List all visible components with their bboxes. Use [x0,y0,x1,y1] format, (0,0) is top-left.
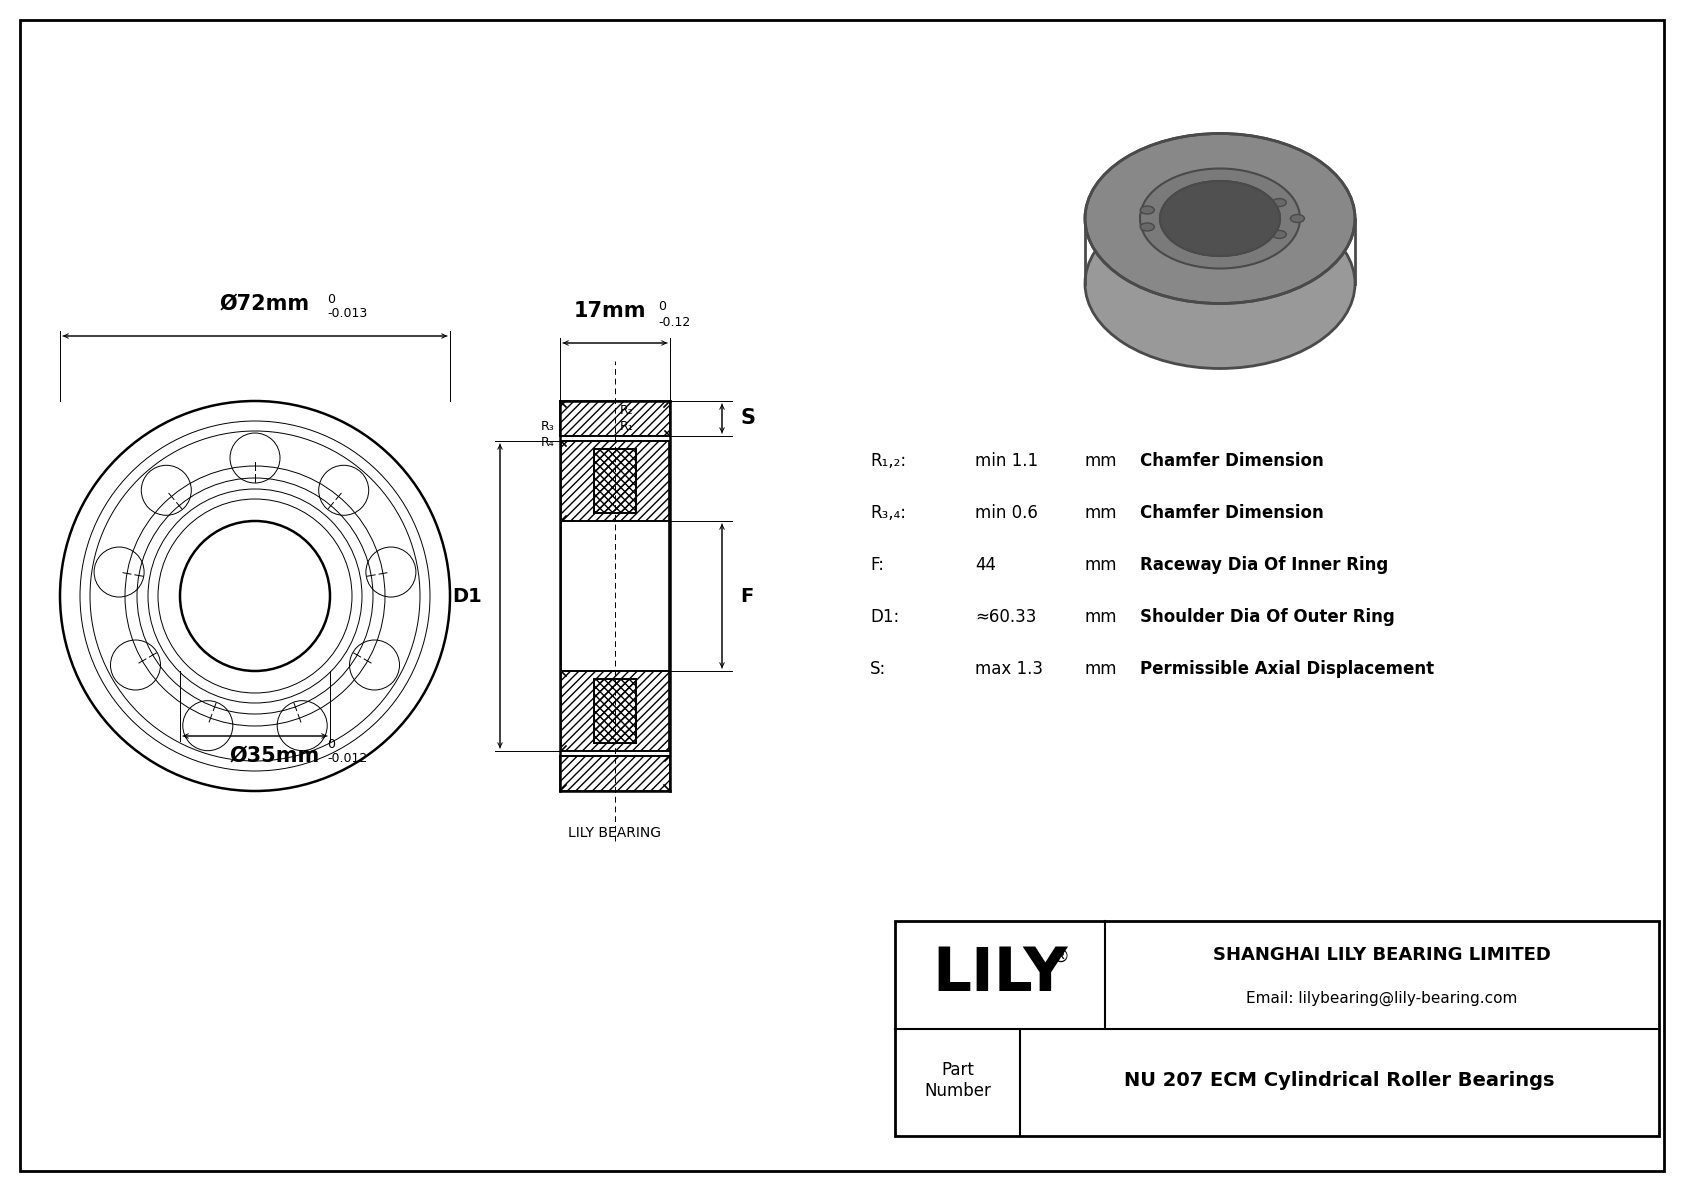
Text: R₁: R₁ [620,419,633,432]
Text: mm: mm [1084,556,1118,574]
Bar [561,441,669,520]
Text: Permissible Axial Displacement: Permissible Axial Displacement [1140,660,1435,678]
Text: R₄: R₄ [541,436,556,449]
Bar [894,921,1659,1136]
Bar [594,449,637,513]
Text: -0.12: -0.12 [658,316,690,329]
Text: S: S [739,409,754,429]
Text: Ø35mm: Ø35mm [231,746,320,766]
Text: mm: mm [1084,453,1118,470]
Ellipse shape [1174,193,1189,201]
Text: mm: mm [1084,660,1118,678]
Text: R₂: R₂ [620,404,633,417]
Text: min 1.1: min 1.1 [975,453,1037,470]
Text: LILY: LILY [933,946,1068,1004]
Text: ®: ® [1052,948,1069,966]
Text: Ø72mm: Ø72mm [221,294,310,314]
Ellipse shape [1160,181,1280,256]
Text: Shoulder Dia Of Outer Ring: Shoulder Dia Of Outer Ring [1140,607,1394,626]
Text: mm: mm [1084,504,1118,522]
Text: F: F [739,586,753,605]
Text: R₃: R₃ [541,419,556,432]
Ellipse shape [1140,223,1154,231]
Text: ≈60.33: ≈60.33 [975,607,1036,626]
Text: NU 207 ECM Cylindrical Roller Bearings: NU 207 ECM Cylindrical Roller Bearings [1125,1071,1554,1090]
Text: min 0.6: min 0.6 [975,504,1037,522]
Bar [561,671,669,752]
Ellipse shape [1226,191,1241,198]
Text: Chamfer Dimension: Chamfer Dimension [1140,453,1324,470]
Text: D1:: D1: [871,607,899,626]
Text: 17mm: 17mm [574,301,647,322]
Bar [561,401,670,436]
Text: LILY BEARING: LILY BEARING [569,827,662,840]
Ellipse shape [1273,230,1287,238]
Text: mm: mm [1084,607,1118,626]
Text: F:: F: [871,556,884,574]
Text: 0: 0 [658,300,665,313]
Text: R₃,₄:: R₃,₄: [871,504,906,522]
Ellipse shape [1140,206,1154,214]
Bar [594,679,637,743]
Text: -0.012: -0.012 [327,752,367,765]
Ellipse shape [1290,214,1305,223]
Bar [561,756,670,791]
Ellipse shape [1273,199,1287,206]
Text: S:: S: [871,660,886,678]
Text: Part
Number: Part Number [925,1061,990,1099]
Ellipse shape [1174,236,1189,244]
Text: Chamfer Dimension: Chamfer Dimension [1140,504,1324,522]
Ellipse shape [1084,133,1356,304]
Text: SHANGHAI LILY BEARING LIMITED: SHANGHAI LILY BEARING LIMITED [1212,947,1551,965]
Text: -0.013: -0.013 [327,307,367,320]
Text: Raceway Dia Of Inner Ring: Raceway Dia Of Inner Ring [1140,556,1388,574]
Ellipse shape [1140,168,1300,268]
Text: Email: lilybearing@lily-bearing.com: Email: lilybearing@lily-bearing.com [1246,991,1517,1006]
Text: 0: 0 [327,738,335,752]
Text: D1: D1 [453,586,482,605]
Text: 44: 44 [975,556,995,574]
Text: max 1.3: max 1.3 [975,660,1042,678]
Ellipse shape [1226,239,1241,247]
Text: R₁,₂:: R₁,₂: [871,453,906,470]
Ellipse shape [1160,181,1280,256]
Ellipse shape [1084,199,1356,368]
Text: 0: 0 [327,293,335,306]
